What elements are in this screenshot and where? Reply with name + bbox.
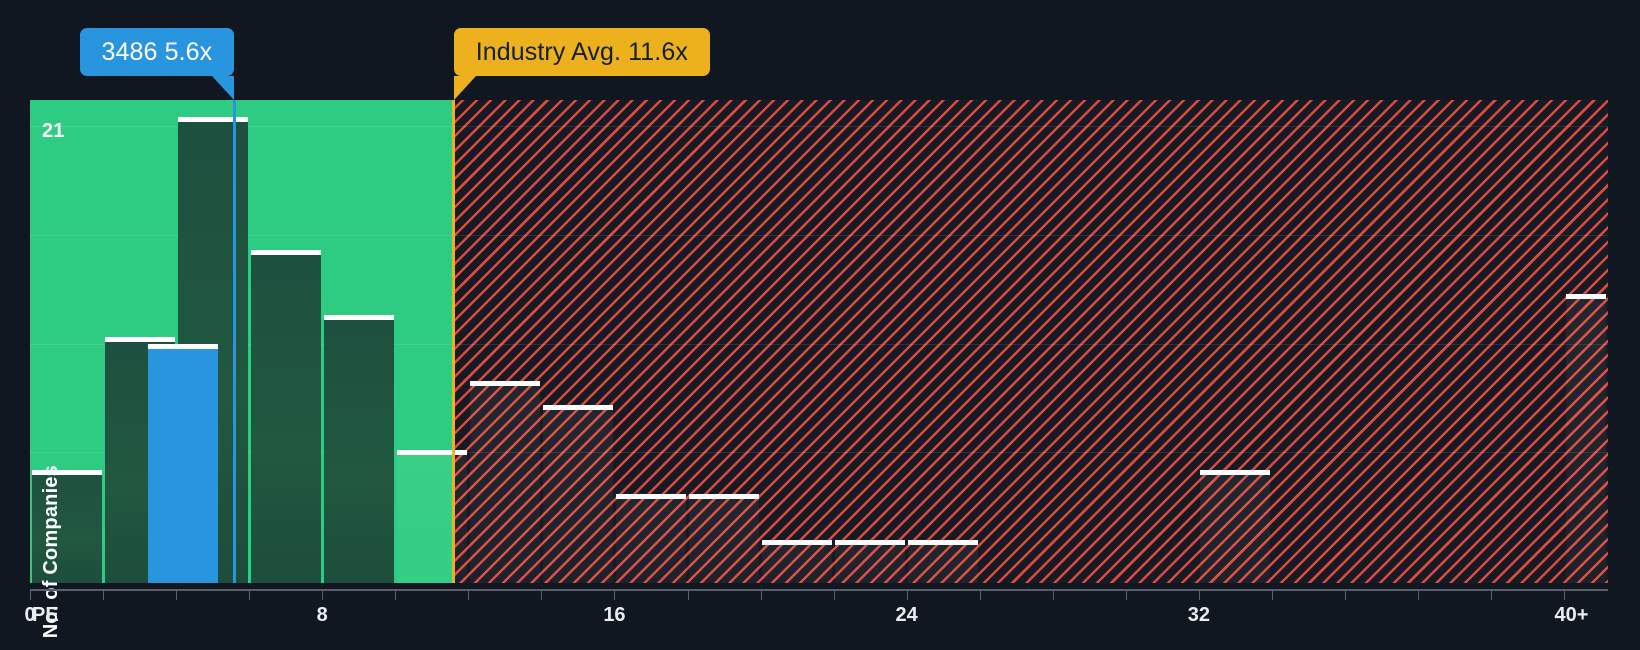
industry-avg-callout-label: Industry Avg. 11.6x xyxy=(475,37,688,66)
bar[interactable] xyxy=(1565,293,1607,583)
bar-cap xyxy=(1565,293,1607,299)
bar[interactable] xyxy=(762,539,833,583)
x-axis-label: 32 xyxy=(1187,604,1210,626)
x-axis-line xyxy=(30,589,1608,591)
bar-cap xyxy=(1200,469,1271,475)
callout-tail xyxy=(212,76,235,100)
x-axis-tick xyxy=(30,589,31,600)
bar[interactable] xyxy=(469,380,540,583)
bar-cap xyxy=(177,117,248,123)
bar-highlighted[interactable] xyxy=(148,343,219,583)
x-axis-tick xyxy=(979,589,981,600)
x-axis-tick xyxy=(103,589,105,600)
bar[interactable] xyxy=(31,469,102,583)
bar[interactable] xyxy=(835,539,906,583)
bar-cap xyxy=(835,539,906,545)
bar[interactable] xyxy=(542,404,613,583)
x-axis-tick xyxy=(833,589,835,600)
x-axis-label: 40+ xyxy=(1554,604,1589,626)
bar-cap xyxy=(396,450,467,456)
x-axis-tick xyxy=(906,589,908,600)
x-axis-tick xyxy=(1491,589,1493,600)
x-axis-tick xyxy=(1418,589,1420,600)
x-axis-tick xyxy=(1271,589,1273,600)
plot-area xyxy=(30,100,1608,583)
x-axis-tick xyxy=(541,589,543,600)
bar[interactable] xyxy=(323,315,394,583)
bar-cap xyxy=(148,343,219,349)
x-axis-tick xyxy=(1345,589,1346,600)
x-axis-label: 16 xyxy=(603,604,626,626)
gridline xyxy=(30,343,1608,345)
bar-cap xyxy=(104,337,175,343)
bar-cap xyxy=(689,493,760,499)
bar-cap xyxy=(762,539,833,545)
x-axis-title: PE xyxy=(32,604,59,626)
company-pe-callout[interactable]: 3486 5.6x xyxy=(79,28,235,100)
bar-cap xyxy=(615,493,686,499)
x-axis-label: 8 xyxy=(316,604,328,626)
gridline xyxy=(30,452,1608,454)
x-axis-tick xyxy=(687,589,689,600)
marker-line-company xyxy=(233,100,237,583)
x-axis-tick xyxy=(395,589,397,600)
bar[interactable] xyxy=(396,450,467,583)
bar[interactable] xyxy=(908,539,979,583)
company-pe-callout-label: 3486 5.6x xyxy=(101,37,213,66)
bar-cap xyxy=(542,404,613,410)
x-axis-label: 0 xyxy=(24,604,36,626)
bar[interactable] xyxy=(689,493,760,583)
x-axis-tick xyxy=(176,589,178,600)
x-axis-tick xyxy=(1052,589,1054,600)
bar-cap xyxy=(469,380,540,386)
industry-avg-callout[interactable]: Industry Avg. 11.6x xyxy=(453,28,710,100)
x-axis-tick xyxy=(1125,589,1127,600)
callout-tail xyxy=(453,76,476,100)
x-axis-tick xyxy=(468,589,470,600)
bar-cap xyxy=(250,250,321,256)
x-axis-label: 24 xyxy=(895,604,918,626)
bar[interactable] xyxy=(1200,469,1271,583)
bar[interactable] xyxy=(250,250,321,583)
y-axis-max-value: 21 xyxy=(42,120,65,142)
gridline xyxy=(30,126,1608,128)
x-axis-tick xyxy=(1198,589,1200,600)
bar-cap xyxy=(323,315,394,321)
x-axis-tick xyxy=(614,589,616,600)
x-axis-tick xyxy=(249,589,251,600)
marker-line-industry xyxy=(452,100,456,583)
x-axis-tick xyxy=(760,589,762,600)
x-axis-tick xyxy=(322,589,324,600)
x-axis-tick xyxy=(1564,589,1566,600)
bar-cap xyxy=(31,469,102,475)
bar-cap xyxy=(908,539,979,545)
bar[interactable] xyxy=(615,493,686,583)
gridline xyxy=(30,234,1608,236)
overvalued-zone-band xyxy=(453,100,1608,583)
